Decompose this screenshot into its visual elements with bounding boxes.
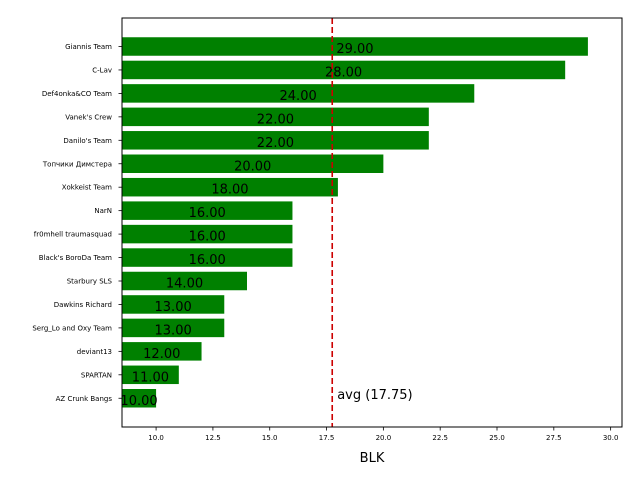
bar-value-label: 11.00	[132, 370, 169, 385]
y-tick-label: Def4onka&CO Team	[42, 90, 112, 98]
y-tick-label: Dawkins Richard	[54, 301, 112, 309]
plot-frame	[121, 17, 623, 428]
bar-value-label: 20.00	[234, 159, 271, 174]
y-tick-label: Starbury SLS	[67, 278, 113, 286]
x-tick-label: 30.0	[603, 434, 619, 442]
x-tick-label: 20.0	[376, 434, 392, 442]
x-tick-label: 25.0	[489, 434, 505, 442]
y-tick-label: Vanek's Crew	[65, 113, 112, 121]
bar-value-label: 13.00	[155, 300, 192, 315]
bar	[122, 154, 384, 173]
bar-value-label: 16.00	[189, 230, 226, 245]
bar	[122, 342, 202, 361]
y-axis-ticks: Giannis Team C-Lav Def4onka&CO Team Vanek's…	[32, 43, 122, 403]
y-tick-label: deviant13	[77, 348, 112, 356]
average-label: avg (17.75)	[337, 388, 412, 403]
y-tick-label: Black's BoroDa Team	[39, 254, 112, 262]
bar	[122, 37, 588, 56]
bar-value-label: 13.00	[155, 323, 192, 338]
bar	[122, 84, 475, 103]
bar	[122, 318, 225, 338]
x-tick-label: 15.0	[262, 434, 278, 442]
bar	[122, 177, 338, 197]
bar-value-label: 24.00	[280, 89, 317, 104]
y-tick-label: Топчики Димстера	[42, 160, 112, 168]
bar	[122, 389, 157, 408]
y-tick-label: Serg_Lo and Oxy Team	[32, 324, 112, 332]
bar	[122, 248, 293, 267]
bar-value-label: 12.00	[143, 347, 180, 362]
bar-value-label: 16.00	[189, 206, 226, 221]
bar-value-label: 16.00	[189, 253, 226, 268]
x-tick-label: 10.0	[148, 434, 164, 442]
bar	[122, 60, 566, 80]
y-tick-label: C-Lav	[92, 66, 112, 74]
y-tick-label: AZ Crunk Bangs	[56, 395, 113, 403]
bar-value-label: 14.00	[166, 277, 203, 292]
x-tick-label: 22.5	[432, 434, 448, 442]
y-tick-label: fr0mhell traumasquad	[34, 231, 112, 239]
bar	[122, 271, 247, 291]
bar	[122, 295, 225, 314]
y-tick-label: NarN	[94, 207, 112, 215]
bar	[122, 131, 429, 150]
bar	[122, 107, 429, 127]
bar-value-label: 18.00	[211, 183, 248, 198]
bar	[122, 201, 293, 220]
y-tick-label: Giannis Team	[65, 43, 112, 51]
bar-value-label: 29.00	[336, 42, 373, 57]
x-tick-label: 12.5	[205, 434, 221, 442]
bar-value-label: 10.00	[120, 394, 157, 409]
x-axis-ticks: 10.0 12.5 15.0 17.5 20.0 22.5 25.0 27.5 30.0	[148, 427, 618, 442]
y-tick-label: Xokkeist Team	[62, 184, 112, 192]
bar-value-label: 22.00	[257, 136, 294, 151]
y-tick-label: SPARTAN	[81, 371, 112, 379]
x-axis-title: BLK	[360, 451, 385, 466]
bar	[122, 365, 179, 385]
bar-value-label: 22.00	[257, 112, 294, 127]
bar	[122, 224, 293, 244]
bar-value-label: 28.00	[325, 65, 362, 80]
x-tick-label: 17.5	[319, 434, 335, 442]
bar-labels-group: 29.00 28.00 24.00 22.00 22.00 20.00 18.00 16.00…	[120, 42, 373, 409]
x-tick-label: 27.5	[546, 434, 562, 442]
bars-group	[122, 37, 588, 408]
y-tick-label: Danilo's Team	[63, 137, 112, 145]
